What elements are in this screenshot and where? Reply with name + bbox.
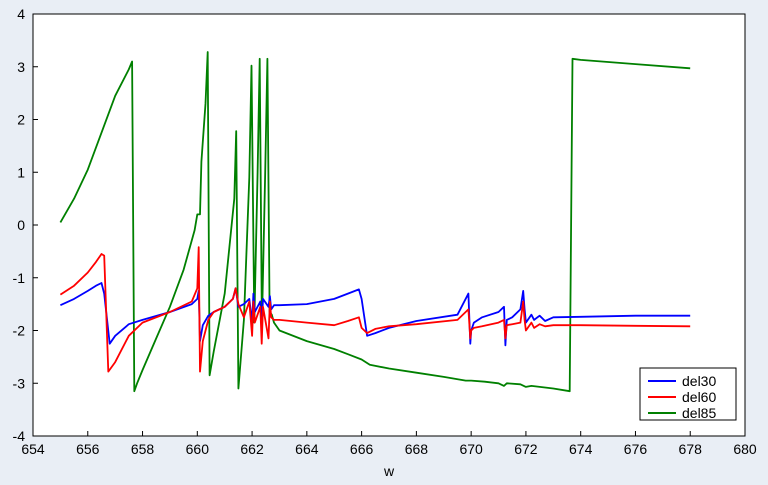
series-line-del85 bbox=[59, 51, 691, 393]
x-tick-label: 668 bbox=[405, 441, 429, 457]
legend-label-del85: del85 bbox=[682, 405, 716, 421]
x-tick-label: 674 bbox=[569, 441, 593, 457]
x-tick-label: 678 bbox=[679, 441, 703, 457]
legend-label-del60: del60 bbox=[682, 389, 716, 405]
x-tick-label: 662 bbox=[240, 441, 264, 457]
legend-label-del30: del30 bbox=[682, 373, 716, 389]
x-tick-label: 658 bbox=[131, 441, 155, 457]
series-layer bbox=[59, 51, 691, 393]
y-tick-label: -3 bbox=[13, 375, 26, 391]
series-line-del30 bbox=[60, 282, 691, 347]
x-tick-label: 680 bbox=[733, 441, 757, 457]
y-tick-label: -2 bbox=[13, 323, 26, 339]
x-tick-label: 670 bbox=[459, 441, 483, 457]
y-tick-label: -1 bbox=[13, 270, 26, 286]
x-axis-title: w bbox=[383, 463, 395, 479]
legend-box bbox=[639, 367, 737, 421]
plot-area bbox=[32, 13, 746, 437]
x-tick-label: 666 bbox=[350, 441, 374, 457]
x-tick-label: 660 bbox=[186, 441, 210, 457]
x-tick-label: 672 bbox=[514, 441, 538, 457]
axes-layer: 654 656 658 660 662 664 666 668 670 672 674 676 678 6… bbox=[13, 6, 757, 457]
y-tick-label: 0 bbox=[17, 217, 25, 233]
y-tick-label: 4 bbox=[17, 6, 25, 22]
x-tick-label: 656 bbox=[76, 441, 100, 457]
series-line-del60 bbox=[59, 246, 691, 373]
y-tick-label: -4 bbox=[13, 428, 26, 444]
y-tick-label: 1 bbox=[17, 164, 25, 180]
x-tick-label: 676 bbox=[624, 441, 648, 457]
y-tick-label: 3 bbox=[17, 59, 25, 75]
y-tick-label: 2 bbox=[17, 112, 25, 128]
x-tick-label: 654 bbox=[21, 441, 45, 457]
x-tick-label: 664 bbox=[295, 441, 319, 457]
